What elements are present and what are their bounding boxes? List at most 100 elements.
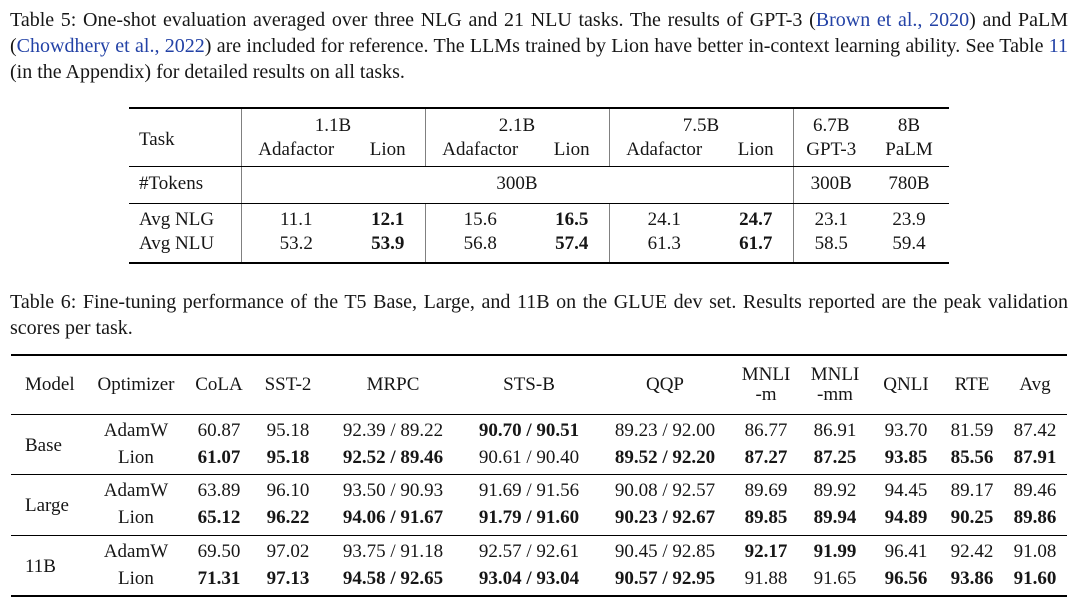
table6-data-row: Lion 71.31 97.13 94.58 / 92.65 93.04 / 93.04…: [11, 565, 1067, 596]
table6-header-row: Model Optimizer CoLA SST-2 MRPC STS-B QQP MNLI -…: [11, 354, 1067, 415]
metric-cell: 24.1: [608, 203, 719, 233]
column-group-header: 8B: [897, 114, 921, 136]
metric-cell: 91.88: [744, 567, 788, 589]
optimizer-label: AdamW: [103, 419, 169, 441]
metric-cell: 89.92: [813, 480, 857, 502]
table6-data-row: Base AdamW 60.87 95.18 92.39 / 89.22 90.70 / …: [11, 414, 1067, 476]
column-header: Lion: [351, 137, 425, 168]
optimizer-label: AdamW: [103, 480, 169, 502]
table5-tokens-row: #Tokens 300B 300B 780B: [129, 166, 949, 204]
citation-link[interactable]: Brown et al., 2020: [815, 9, 970, 31]
metric-cell: 85.56: [941, 444, 1003, 476]
metric-cell: 89.23 / 92.00: [614, 419, 716, 441]
metric-cell: 90.45 / 92.85: [614, 540, 716, 562]
table6-data-row: Lion 65.12 96.22 94.06 / 91.67 91.79 / 91.60…: [11, 504, 1067, 536]
metric-cell: 58.5: [792, 232, 869, 263]
column-group-header: 7.5B: [608, 107, 793, 138]
header-line: MNLI: [741, 363, 791, 385]
column-header: MNLI -m: [733, 354, 799, 415]
column-header: CoLA: [187, 354, 251, 415]
table5-optimizer-header-row: Adafactor Lion Adafactor Lion Adafactor Lion G…: [129, 137, 949, 168]
table6-data-row: Lion 61.07 95.18 92.52 / 89.46 90.61 / 90.40…: [11, 444, 1067, 476]
metric-cell: 95.18: [266, 419, 310, 441]
metric-cell: 90.61 / 90.40: [461, 444, 597, 476]
metric-cell: 97.02: [266, 540, 310, 562]
table5-caption: Table 5: One-shot evaluation averaged ov…: [10, 7, 1068, 86]
metric-cell: 89.85: [733, 504, 799, 536]
metric-cell: 61.3: [608, 232, 719, 263]
metric-cell: 63.89: [197, 480, 241, 502]
column-header: Lion: [719, 137, 793, 168]
metric-cell: 60.87: [197, 419, 241, 441]
metric-cell: 11.1: [240, 203, 351, 233]
metric-cell: 86.77: [744, 419, 788, 441]
metric-cell: 57.4: [555, 233, 589, 255]
metric-cell: 96.56: [884, 567, 928, 589]
model-label: Base: [11, 414, 85, 476]
table6: Model Optimizer CoLA SST-2 MRPC STS-B QQP MNLI -…: [11, 353, 1067, 597]
column-header: GPT-3: [792, 137, 869, 168]
header-line: -m: [755, 383, 777, 405]
metric-cell: 90.70 / 90.51: [478, 419, 580, 441]
metric-cell: 53.9: [371, 233, 405, 255]
citation-link[interactable]: Chowdhery et al., 2022: [16, 35, 205, 58]
metric-cell: 90.25: [941, 504, 1003, 536]
table5: Task 1.1B 2.1B 7.5B 6.7B 8B Adafactor Lion Adafa…: [129, 106, 949, 264]
metric-cell: 89.17: [950, 480, 994, 502]
metric-cell: 93.50 / 90.93: [342, 480, 444, 502]
metric-cell: 90.23 / 92.67: [597, 504, 733, 536]
table6-data-row: 11B AdamW 69.50 97.02 93.75 / 91.18 92.57 / 9…: [11, 535, 1067, 577]
metric-cell: 86.91: [813, 419, 857, 441]
metric-cell: 90.08 / 92.57: [614, 480, 716, 502]
table6-data-row: Large AdamW 63.89 96.10 93.50 / 90.93 91.69 /…: [11, 474, 1067, 536]
metric-cell: 93.85: [871, 444, 941, 476]
table6-caption: Table 6: Fine-tuning performance of the …: [10, 289, 1068, 341]
model-label: Large: [11, 474, 85, 536]
metric-cell: 93.86: [950, 567, 994, 589]
metric-cell: 87.27: [733, 444, 799, 476]
metric-cell: 12.1: [371, 208, 405, 230]
table5-data-row: Avg NLG 11.1 12.1 15.6 16.5 24.1 24.7 23.1 23.9: [129, 203, 949, 233]
metric-cell: 93.75 / 91.18: [342, 540, 444, 562]
column-header: Adafactor: [240, 137, 351, 168]
metric-cell: 23.9: [892, 208, 926, 230]
column-header: PaLM: [869, 137, 949, 168]
metric-cell: 23.1: [792, 203, 869, 233]
metric-cell: 71.31: [197, 567, 241, 589]
metric-cell: 94.45: [884, 480, 928, 502]
metric-cell: 96.41: [884, 540, 928, 562]
metric-cell: 89.69: [744, 480, 788, 502]
metric-cell: 65.12: [187, 504, 251, 536]
metric-cell: 92.17: [744, 540, 788, 562]
metric-cell: 89.94: [799, 504, 871, 536]
optimizer-label: Lion: [85, 444, 187, 476]
metric-cell: 87.91: [1003, 444, 1067, 476]
column-header: QQP: [597, 354, 733, 415]
metric-cell: 92.52 / 89.46: [325, 444, 461, 476]
metric-cell: 92.42: [950, 540, 994, 562]
tokens-span-cell: 300B: [240, 166, 793, 204]
metric-cell: 94.89: [871, 504, 941, 536]
header-line: -mm: [817, 383, 853, 405]
column-header: Optimizer: [85, 354, 187, 415]
metric-cell: 92.39 / 89.22: [342, 419, 444, 441]
row-label: #Tokens: [129, 166, 241, 204]
column-header: Avg: [1003, 354, 1067, 415]
caption-text: Table 6: Fine-tuning performance of the …: [10, 290, 1068, 339]
metric-cell: 94.06 / 91.67: [325, 504, 461, 536]
column-group-header: 6.7B: [792, 107, 869, 138]
metric-cell: 91.99: [813, 540, 857, 562]
metric-cell: 56.8: [424, 232, 535, 263]
row-label: Avg NLU: [139, 233, 215, 255]
citation-link[interactable]: 11: [1048, 35, 1068, 58]
column-header: MRPC: [325, 354, 461, 415]
metric-cell: 92.57 / 92.61: [478, 540, 580, 562]
metric-cell: 96.22: [251, 504, 325, 536]
metric-cell: 89.86: [1003, 504, 1067, 536]
table5-size-header-row: Task 1.1B 2.1B 7.5B 6.7B 8B: [129, 107, 949, 168]
column-group-header: 2.1B: [424, 107, 609, 138]
metric-cell: 61.07: [187, 444, 251, 476]
metric-cell: 87.42: [1013, 419, 1057, 441]
metric-cell: 97.13: [266, 567, 310, 589]
